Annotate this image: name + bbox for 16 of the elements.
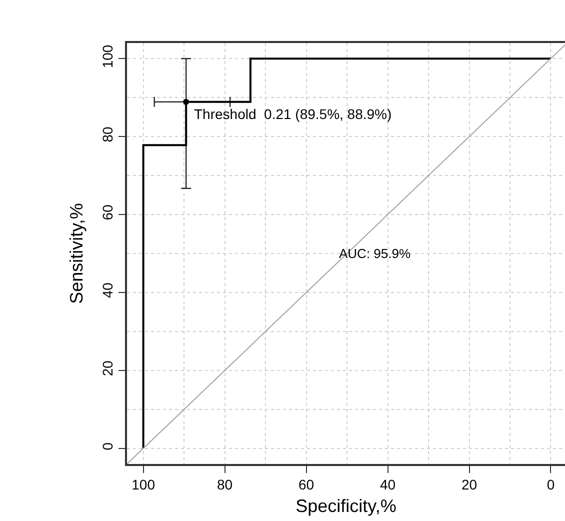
x-tick-label: 40 — [380, 476, 396, 493]
x-axis-title: Specificity,% — [296, 496, 396, 516]
annotation: AUC: 95.9% — [339, 246, 411, 261]
y-tick-label: 80 — [100, 126, 116, 142]
y-tick-label: 0 — [100, 442, 116, 450]
x-tick-label: 100 — [132, 476, 156, 493]
y-tick-label: 100 — [100, 44, 116, 68]
y-axis-title: Sensitivity,% — [66, 203, 86, 304]
x-tick-label: 80 — [217, 476, 233, 493]
annotation: Threshold 0.21 (89.5%, 88.9%) — [194, 106, 392, 122]
x-tick-label: 20 — [461, 476, 478, 493]
x-tick-label: 60 — [298, 476, 314, 493]
y-tick-label: 40 — [100, 282, 116, 298]
y-tick-label: 60 — [100, 204, 116, 220]
y-tick-label: 20 — [100, 360, 116, 376]
x-tick-label: 0 — [546, 476, 555, 493]
